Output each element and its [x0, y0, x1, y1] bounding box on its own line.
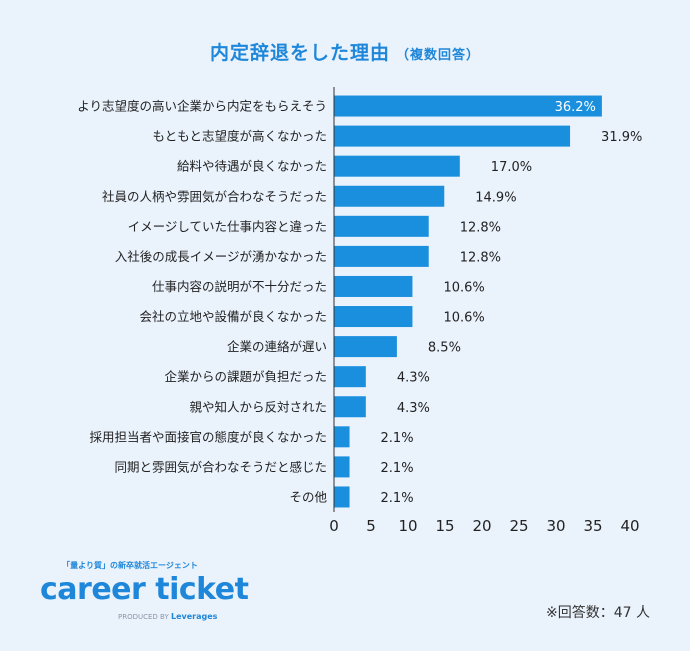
- value-label: 36.2%: [555, 100, 596, 115]
- value-label: 10.6%: [443, 311, 484, 326]
- x-tick-label: 10: [398, 517, 417, 535]
- category-label: より志望度の高い企業から内定をもらえそう: [77, 99, 327, 114]
- bar: [334, 366, 366, 388]
- bar: [334, 155, 460, 177]
- category-label: 入社後の成長イメージが湧かなかった: [115, 249, 327, 264]
- x-tick-label: 20: [472, 517, 491, 535]
- bar: [334, 336, 397, 358]
- value-label: 2.1%: [381, 431, 414, 446]
- category-label: 会社の立地や設備が良くなかった: [139, 309, 327, 324]
- category-label: 企業からの課題が負担だった: [164, 369, 327, 384]
- value-label: 10.6%: [443, 280, 484, 295]
- category-label: その他: [289, 489, 327, 504]
- x-tick-label: 35: [583, 517, 602, 535]
- value-label: 17.0%: [491, 160, 532, 175]
- produced-by-label: PRODUCED BY: [118, 613, 169, 621]
- value-label: 12.8%: [460, 250, 501, 265]
- produced-by: PRODUCED BY Leverages: [118, 612, 217, 621]
- value-label: 2.1%: [381, 461, 414, 476]
- category-label: もともと志望度が高くなかった: [152, 129, 327, 144]
- category-label: 同期と雰囲気が合わなそうだと感じた: [114, 459, 327, 474]
- bar: [334, 456, 350, 478]
- category-label: 給料や待遇が良くなかった: [177, 159, 327, 174]
- brand-logo: career ticket: [40, 572, 249, 607]
- bar: [334, 275, 413, 297]
- brand-tagline: 「量より質」の新卒就活エージェント: [62, 561, 198, 570]
- bar: [334, 245, 429, 267]
- bar: [334, 396, 366, 418]
- value-label: 14.9%: [475, 190, 516, 205]
- response-count-note: ※回答数：47 人: [546, 605, 650, 621]
- category-label: 親や知人から反対された: [189, 399, 327, 414]
- value-label: 12.8%: [460, 220, 501, 235]
- producer-name: Leverages: [170, 612, 218, 621]
- category-label: 社員の人柄や雰囲気が合わなそうだった: [102, 189, 327, 204]
- x-tick-label: 15: [435, 517, 454, 535]
- category-label: 企業の連絡が遅い: [227, 339, 327, 354]
- bar: [334, 95, 602, 117]
- chart-title-sub: （複数回答）: [396, 48, 481, 63]
- bar: [334, 125, 571, 147]
- x-tick-label: 25: [509, 517, 528, 535]
- bar: [334, 306, 413, 328]
- category-label: 仕事内容の説明が不十分だった: [152, 279, 327, 294]
- value-label: 2.1%: [381, 491, 414, 506]
- bar: [334, 185, 445, 207]
- category-label: 採用担当者や面接官の態度が良くなかった: [89, 429, 327, 444]
- bar: [334, 486, 350, 508]
- value-label: 31.9%: [601, 130, 642, 145]
- x-tick-label: 5: [366, 517, 376, 535]
- value-label: 8.5%: [428, 341, 461, 356]
- category-label: イメージしていた仕事内容と違った: [128, 219, 327, 234]
- x-tick-label: 0: [329, 517, 339, 535]
- chart-title: 内定辞退をした理由 （複数回答）: [0, 38, 690, 65]
- value-label: 4.3%: [397, 401, 430, 416]
- x-tick-label: 40: [620, 517, 639, 535]
- bar: [334, 215, 429, 237]
- chart-title-main: 内定辞退をした理由: [209, 42, 390, 64]
- x-tick-label: 30: [546, 517, 565, 535]
- bar: [334, 426, 350, 448]
- value-label: 4.3%: [397, 371, 430, 386]
